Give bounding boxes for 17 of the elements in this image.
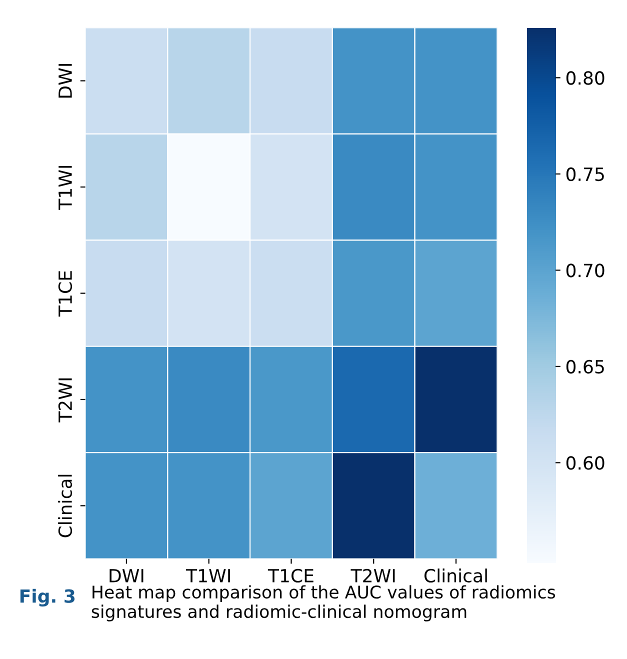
color-bar-label: 0.80 xyxy=(566,71,604,85)
y-tick-label: Clinical xyxy=(58,474,72,538)
x-tick-label: Clinical xyxy=(424,568,487,583)
y-tick-label: T1WI xyxy=(58,166,72,210)
x-tick-label: T1WI xyxy=(186,569,230,582)
color-bar-label: 0.65 xyxy=(566,360,604,374)
color-bar-label: 0.75 xyxy=(566,167,604,182)
color-bar-label: 0.60 xyxy=(566,456,604,470)
y-tick-label: T1CE xyxy=(58,271,72,317)
color-bar-label: 0.70 xyxy=(566,264,604,278)
x-tick-label: T2WI xyxy=(350,568,395,582)
text: Heat map comparison of the AUC values of radiomics signatures and radiomic-clinical nomogram xyxy=(92,585,556,622)
y-tick-label: DWI xyxy=(58,64,72,98)
x-tick-label: DWI xyxy=(110,569,144,582)
y-tick-label: T2WI xyxy=(58,378,72,422)
caption: Fig. 3 xyxy=(20,588,75,607)
x-tick-label: T1CE xyxy=(268,568,314,583)
